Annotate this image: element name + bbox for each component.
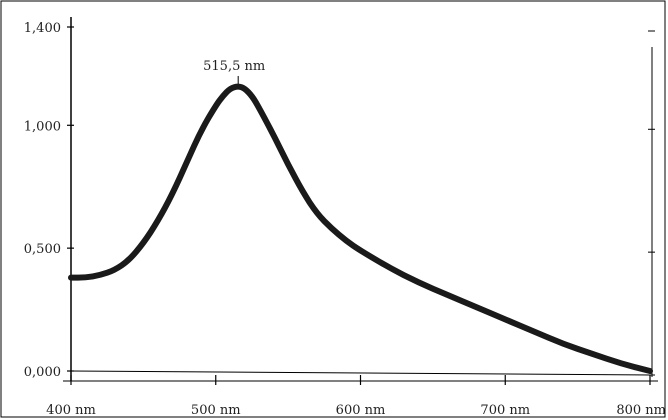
x-tick-label: 600 nm [336, 403, 386, 418]
baseline-line [70, 370, 651, 376]
y-tick-label: 1,400 [24, 21, 61, 36]
tick-labels: 0,000 0,500 1,000 1,400 400 nm 500 nm 600 nm 70… [24, 21, 666, 418]
peak-label: 515,5 nm [203, 59, 265, 74]
series-group [68, 83, 653, 374]
spectrum-line [68, 83, 653, 374]
x-tick-label: 700 nm [480, 403, 530, 418]
annotations: 515,5 nm [203, 59, 265, 84]
x-tick-label: 400 nm [46, 403, 96, 418]
x-tick-label: 800 nm [616, 403, 666, 418]
y-tick-label: 0,000 [24, 365, 61, 380]
x-tick-label: 500 nm [191, 403, 241, 418]
axes [63, 17, 658, 385]
y-tick-label: 0,500 [24, 242, 61, 257]
y-tick-label: 1,000 [24, 119, 61, 134]
